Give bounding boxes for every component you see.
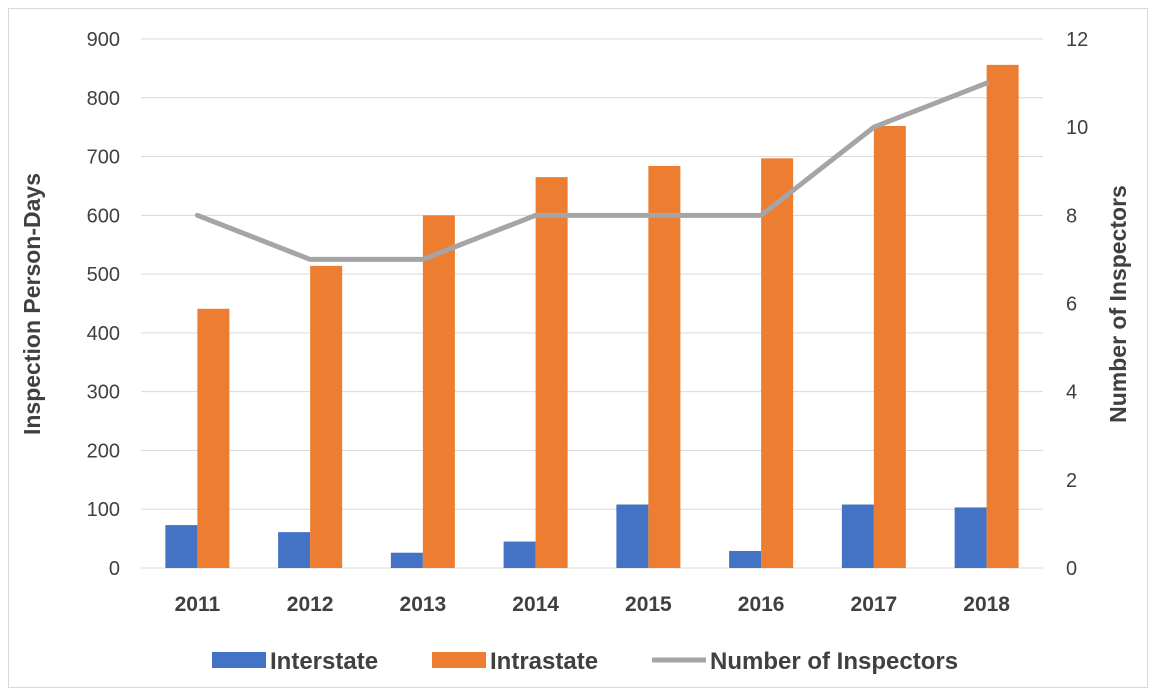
bar-intrastate-2018 — [986, 64, 1019, 569]
x-tick-label-2016: 2016 — [738, 593, 785, 616]
y-tick-label-900: 900 — [87, 29, 120, 51]
x-tick-label-2018: 2018 — [963, 593, 1010, 616]
y-tick-label-600: 600 — [87, 205, 120, 227]
y2-tick-label-0: 0 — [1066, 558, 1077, 580]
bar-intrastate-2012 — [310, 265, 343, 568]
y2-tick-label-10: 10 — [1066, 117, 1088, 139]
y2-tick-label-2: 2 — [1066, 470, 1077, 492]
y-tick-label-800: 800 — [87, 88, 120, 110]
y2-tick-label-8: 8 — [1066, 205, 1077, 227]
y-axis-right-ticks: 0 2 4 6 8 10 12 — [1066, 29, 1088, 580]
bar-interstate-2015 — [616, 504, 649, 568]
y-axis-right-title: Number of Inspectors — [1105, 185, 1131, 423]
legend-label-intrastate: Intrastate — [490, 648, 598, 675]
legend-label-interstate: Interstate — [270, 648, 378, 675]
y-axis-left-title: Inspection Person-Days — [19, 173, 45, 435]
legend-swatch-interstate — [212, 652, 266, 668]
legend-label-inspectors: Number of Inspectors — [710, 648, 958, 675]
y-tick-label-400: 400 — [87, 323, 120, 345]
y2-tick-label-6: 6 — [1066, 294, 1077, 316]
bar-intrastate-2015 — [648, 165, 681, 568]
x-tick-label-2013: 2013 — [400, 593, 447, 616]
bar-interstate-2017 — [841, 504, 874, 568]
y-tick-label-700: 700 — [87, 147, 120, 169]
line-series — [194, 80, 990, 262]
bar-interstate-2014 — [503, 541, 536, 568]
y-tick-label-0: 0 — [109, 558, 120, 580]
bar-interstate-2011 — [165, 525, 198, 568]
legend: Interstate Intrastate Number of Inspecto… — [212, 648, 958, 675]
line-number-of-inspectors — [194, 80, 990, 262]
bar-intrastate-2011 — [197, 308, 230, 568]
bar-intrastate-2014 — [535, 177, 568, 568]
bar-intrastate-2016 — [761, 158, 794, 568]
y-tick-label-100: 100 — [87, 499, 120, 521]
bar-interstate-2018 — [954, 507, 987, 568]
chart-border — [8, 8, 1148, 688]
bar-intrastate-2013 — [422, 215, 455, 569]
bar-interstate-2016 — [729, 550, 762, 568]
x-axis-ticks: 2011 2012 2013 2014 2015 2016 2017 2018 — [175, 593, 1011, 616]
x-tick-label-2017: 2017 — [851, 593, 898, 616]
y-axis-left-ticks: 0 100 200 300 400 500 600 700 800 900 — [87, 29, 120, 580]
bar-interstate-2012 — [278, 532, 311, 568]
y2-tick-label-4: 4 — [1066, 382, 1077, 404]
x-tick-label-2015: 2015 — [625, 593, 672, 616]
bar-intrastate-2017 — [873, 125, 906, 568]
x-tick-label-2012: 2012 — [287, 593, 334, 616]
bar-interstate-2013 — [390, 552, 423, 568]
bar-series — [165, 64, 1019, 569]
y2-tick-label-12: 12 — [1066, 29, 1088, 51]
legend-swatch-intrastate — [432, 652, 486, 668]
x-tick-label-2014: 2014 — [512, 593, 559, 616]
y-tick-label-200: 200 — [87, 440, 120, 462]
x-tick-label-2011: 2011 — [175, 593, 221, 616]
y-tick-label-500: 500 — [87, 264, 120, 286]
y-tick-label-300: 300 — [87, 382, 120, 404]
